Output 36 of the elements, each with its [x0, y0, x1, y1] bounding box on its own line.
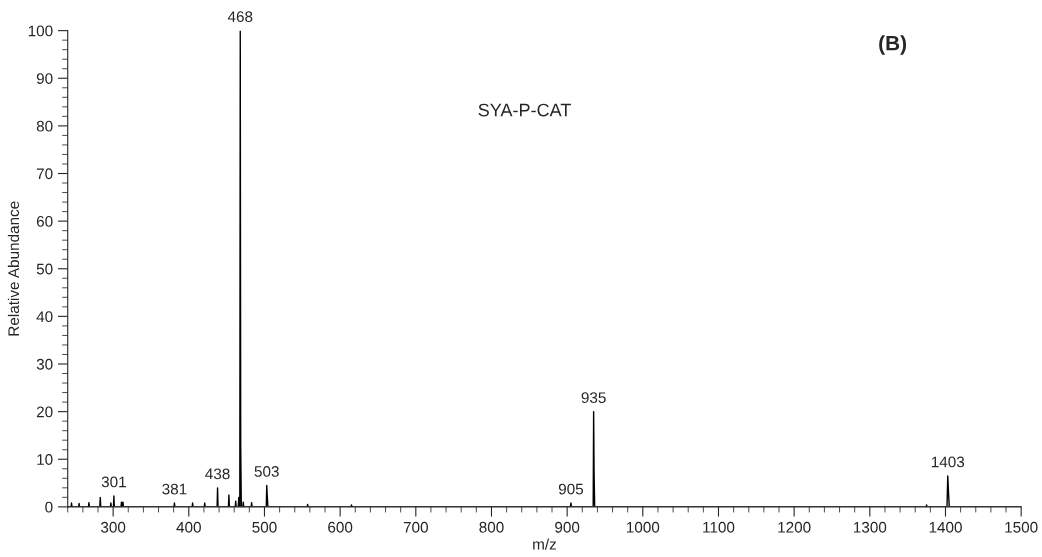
y-tick-label: 40: [36, 311, 53, 323]
annotation: 301: [101, 476, 126, 488]
x-tick-label: 500: [252, 521, 277, 533]
y-tick-label: 90: [36, 73, 53, 84]
y-tick-label: 20: [36, 406, 53, 418]
y-tick-label: 30: [36, 358, 53, 370]
x-tick-label: 1000: [626, 521, 660, 533]
x-tick-label: 900: [555, 521, 580, 533]
x-tick-label: 1400: [929, 521, 962, 533]
x-tick-label: 1500: [1005, 521, 1038, 533]
x-axis-title: m/z: [533, 538, 556, 550]
y-tick-label: 0: [45, 501, 53, 513]
annotation: SYA-P-CAT: [478, 103, 571, 117]
x-tick-label: 1200: [778, 521, 811, 533]
x-tick-label: 600: [328, 521, 353, 533]
annotation: 381: [162, 483, 187, 495]
y-tick-label: 80: [36, 120, 53, 132]
annotation: 438: [205, 468, 230, 480]
x-tick-label: 400: [176, 521, 201, 533]
y-tick-label: 10: [37, 454, 53, 465]
annotation: 468: [227, 11, 253, 23]
y-tick-label: 60: [36, 216, 53, 227]
annotation: 935: [581, 392, 606, 404]
y-tick-label: 70: [36, 168, 53, 180]
x-tick-label: 800: [479, 521, 504, 533]
x-tick-label: 700: [403, 521, 428, 533]
y-axis-title: Relative Abundance: [7, 201, 20, 336]
annotation: 905: [558, 483, 584, 495]
annotation: 503: [254, 466, 279, 477]
x-tick-label: 1100: [703, 521, 735, 533]
y-tick-label: 100: [28, 25, 53, 37]
y-tick-label: 50: [36, 263, 53, 275]
x-tick-label: 1300: [854, 521, 887, 533]
x-tick-label: 300: [100, 521, 126, 533]
annotation: 1403: [931, 456, 965, 468]
annotation: (B): [879, 35, 907, 55]
